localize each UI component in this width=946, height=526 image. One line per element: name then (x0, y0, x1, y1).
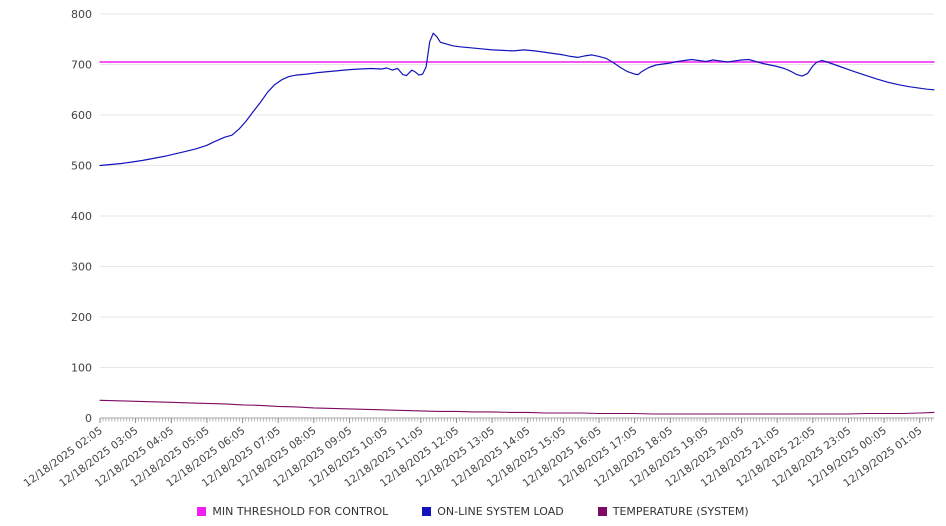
legend-swatch-temperature (597, 507, 607, 516)
legend-item-min-threshold[interactable]: MIN THRESHOLD FOR CONTROL (197, 505, 388, 518)
svg-text:500: 500 (71, 160, 92, 173)
legend-label-temperature: TEMPERATURE (SYSTEM) (612, 505, 749, 518)
svg-text:800: 800 (71, 8, 92, 21)
legend-swatch-system-load (422, 507, 432, 516)
legend-swatch-min-threshold (197, 507, 207, 516)
chart-area: 0 100 200 300 400 500 600 700 800 12/18/2025 02:0… (22, 8, 935, 490)
svg-text:200: 200 (71, 311, 92, 324)
chart-legend: MIN THRESHOLD FOR CONTROL ON-LINE SYSTEM… (0, 505, 946, 518)
legend-label-system-load: ON-LINE SYSTEM LOAD (437, 505, 564, 518)
legend-item-system-load[interactable]: ON-LINE SYSTEM LOAD (422, 505, 564, 518)
svg-text:0: 0 (85, 412, 92, 425)
svg-text:100: 100 (71, 362, 92, 375)
svg-text:600: 600 (71, 109, 92, 122)
legend-label-min-threshold: MIN THRESHOLD FOR CONTROL (212, 505, 389, 518)
svg-text:400: 400 (71, 210, 92, 223)
svg-text:700: 700 (71, 59, 92, 72)
legend-item-temperature[interactable]: TEMPERATURE (SYSTEM) (597, 505, 749, 518)
svg-text:300: 300 (71, 261, 92, 274)
